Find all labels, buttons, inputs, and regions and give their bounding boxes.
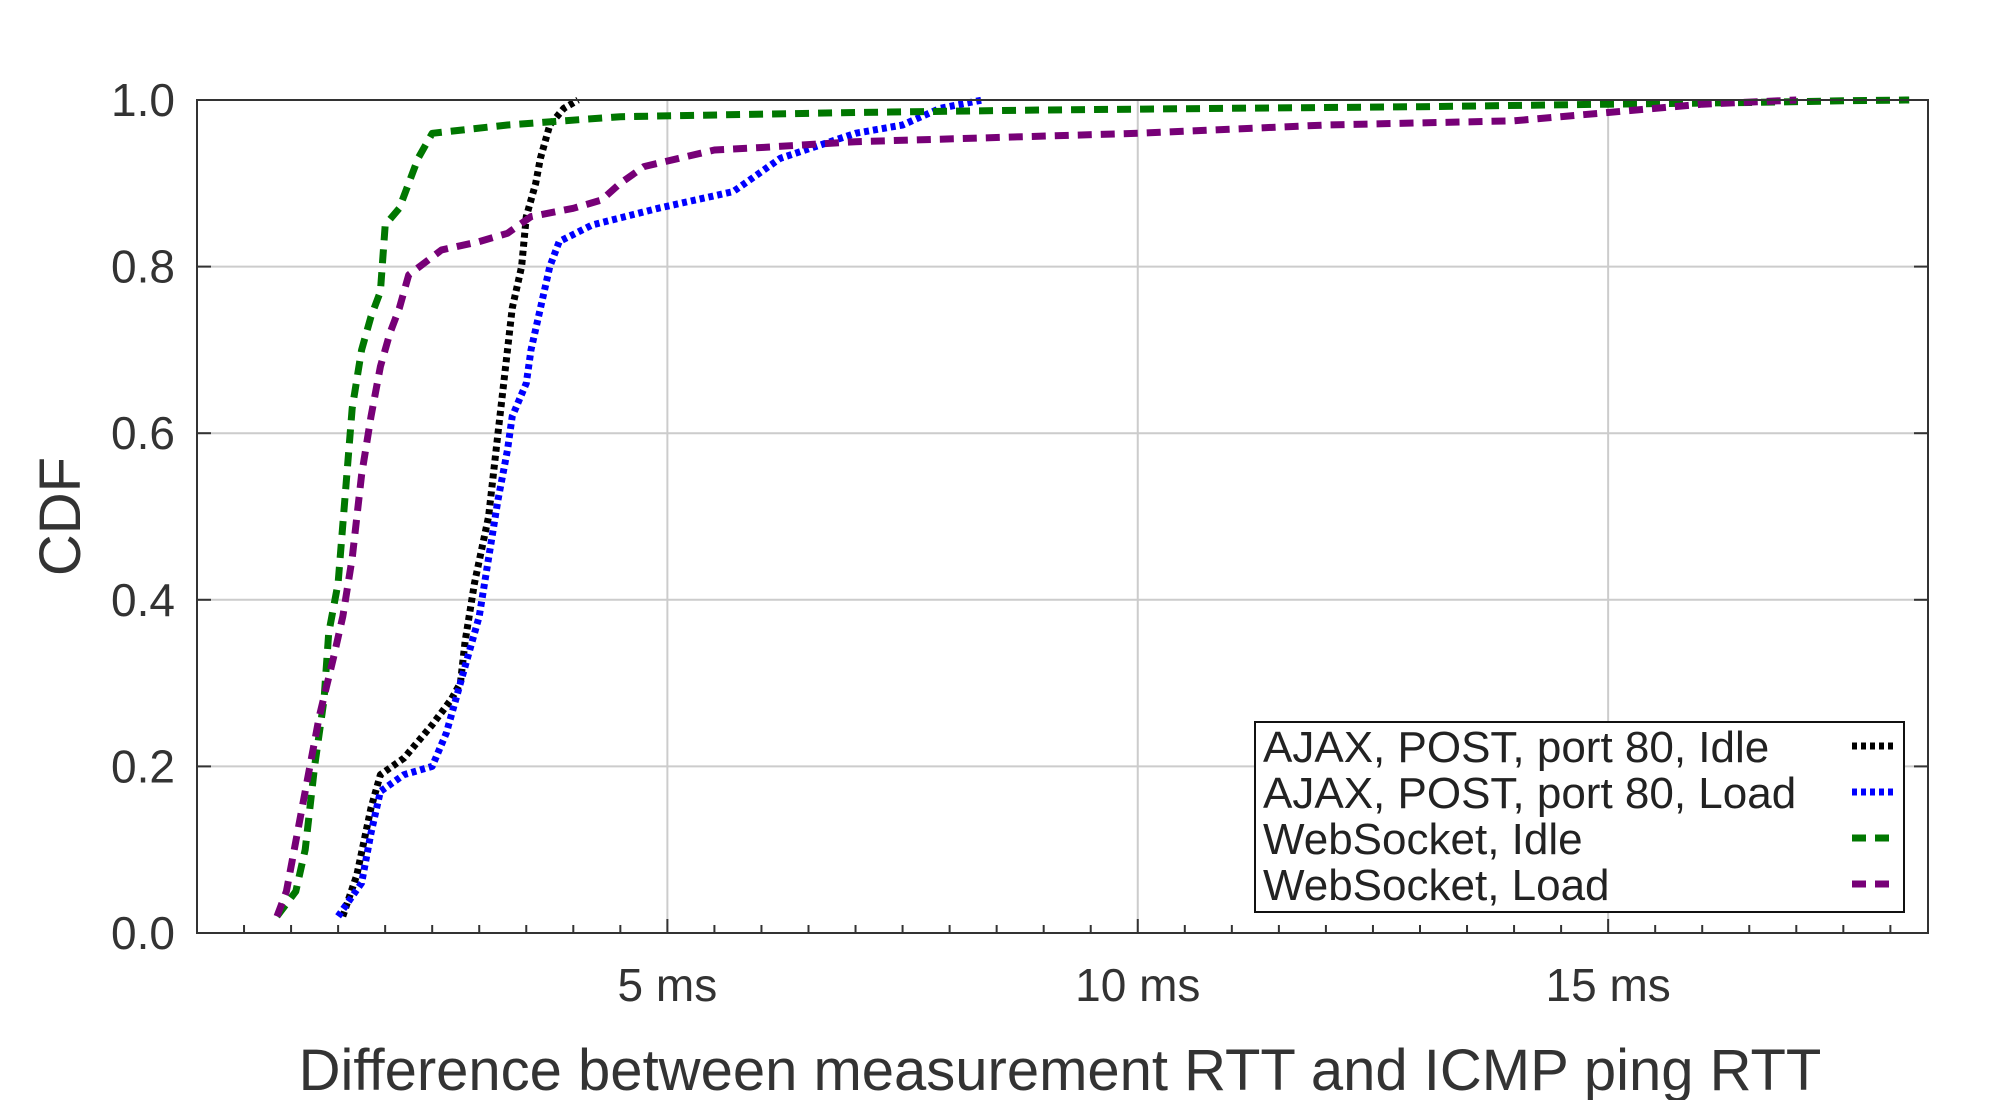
plot-frame [196, 99, 1929, 934]
x-tick-label: 5 ms [618, 959, 718, 1011]
legend-label: AJAX, POST, port 80, Idle [1263, 723, 1769, 772]
y-tick-label: 0.8 [111, 241, 175, 293]
x-axis-title: Difference between measurement RTT and I… [299, 1038, 1822, 1100]
legend-label: AJAX, POST, port 80, Load [1263, 769, 1796, 818]
series-line-4 [273, 96, 1797, 918]
series-line-1 [339, 96, 580, 918]
series-line-3 [274, 96, 1910, 919]
y-tick-label: 1.0 [111, 74, 175, 126]
y-tick-label: 0.4 [111, 574, 175, 626]
tick-layer: 0.0 0.2 0.4 0.6 0.8 1.0 5 ms 10 ms 15 ms [111, 74, 1928, 1011]
legend-box [1254, 721, 1905, 913]
series-line-2 [335, 96, 984, 919]
series-layer [273, 96, 1910, 919]
y-tick-label: 0.0 [111, 907, 175, 959]
y-tick-label: 0.6 [111, 407, 175, 459]
x-tick-label: 15 ms [1546, 959, 1671, 1011]
y-axis-title: CDF [28, 457, 93, 576]
legend-label: WebSocket, Load [1263, 861, 1610, 910]
legend-label: WebSocket, Idle [1263, 815, 1583, 864]
y-tick-label: 0.2 [111, 740, 175, 792]
x-tick-label: 10 ms [1075, 959, 1200, 1011]
